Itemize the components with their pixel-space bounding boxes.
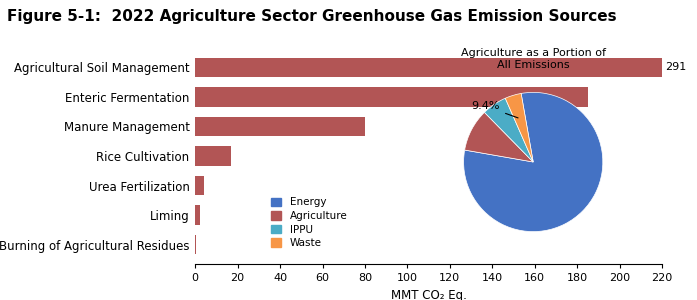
Wedge shape [464,92,603,232]
Bar [195,87,588,106]
Bar [195,117,365,136]
Text: 291: 291 [666,62,687,72]
X-axis label: MMT CO₂ Eq.: MMT CO₂ Eq. [391,289,466,300]
Bar [195,146,231,166]
Wedge shape [505,94,533,162]
Bar [195,58,662,77]
Bar [195,206,200,225]
Text: Figure 5-1:  2022 Agriculture Sector Greenhouse Gas Emission Sources: Figure 5-1: 2022 Agriculture Sector Gree… [7,9,617,24]
Bar [195,235,197,254]
Text: 9.4%: 9.4% [472,101,518,118]
Legend: Energy, Agriculture, IPPU, Waste: Energy, Agriculture, IPPU, Waste [269,195,349,250]
Bar [195,176,204,195]
Wedge shape [465,112,533,162]
Title: Agriculture as a Portion of
All Emissions: Agriculture as a Portion of All Emission… [461,48,606,70]
Wedge shape [484,98,533,162]
